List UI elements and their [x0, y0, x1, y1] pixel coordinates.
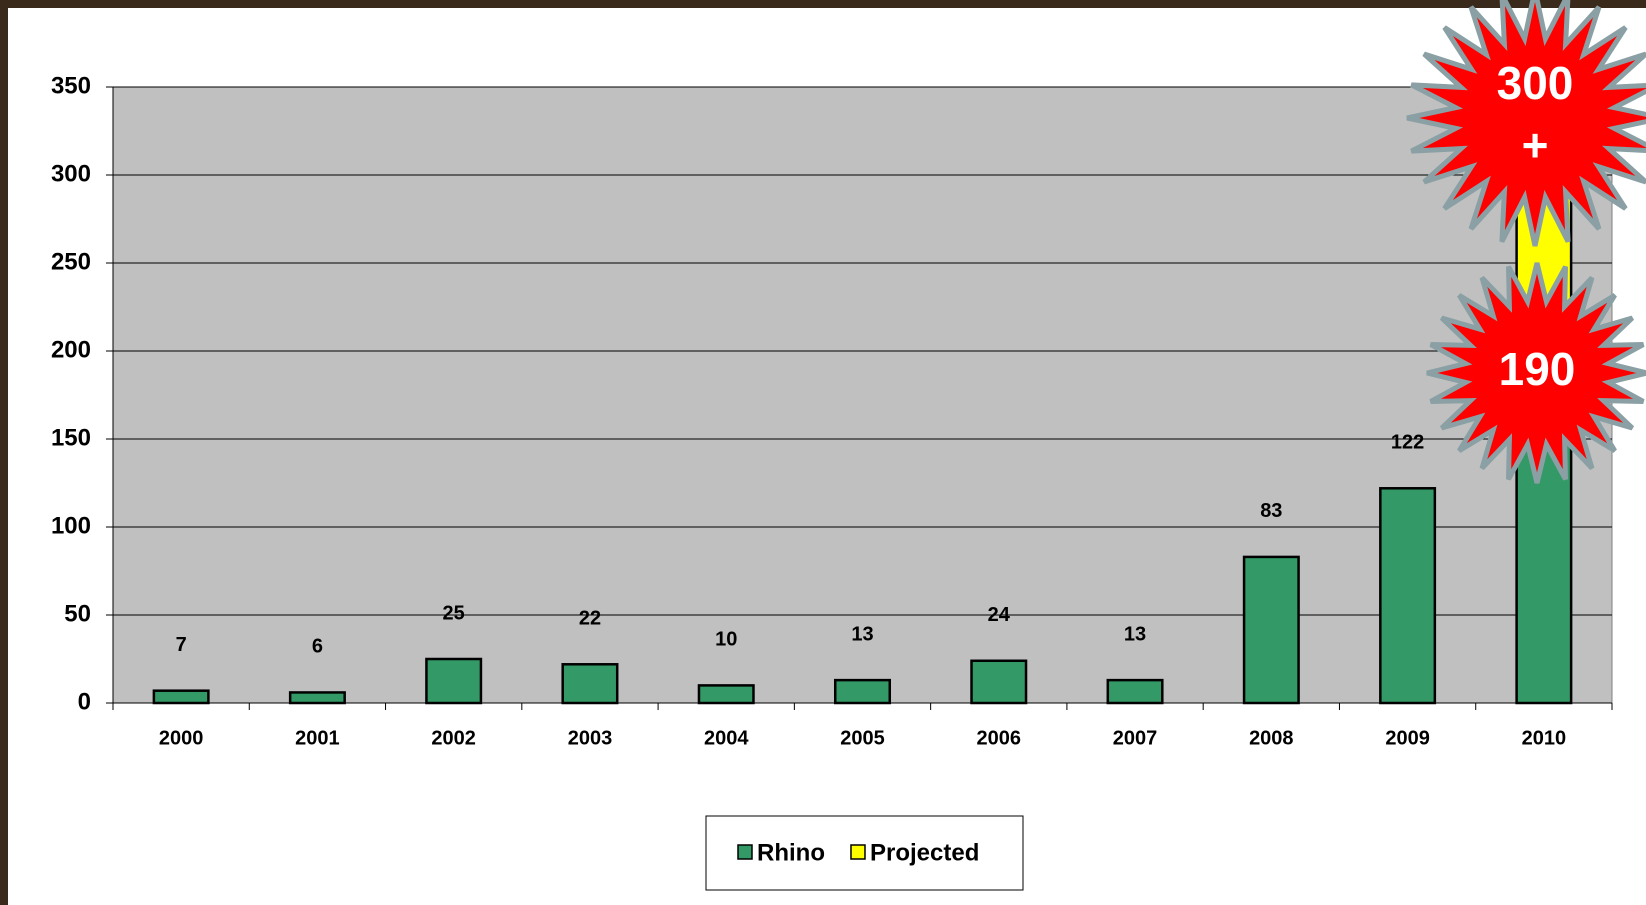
x-tick-label: 2006: [977, 727, 1022, 749]
x-tick-label: 2000: [159, 727, 204, 749]
x-tick-label: 2004: [704, 727, 749, 749]
y-tick-label: 50: [64, 600, 91, 627]
bar: [970, 659, 1028, 705]
y-tick-label: 100: [51, 512, 91, 539]
bar: [152, 689, 210, 705]
x-tick-label: 2001: [295, 727, 340, 749]
starburst: [1426, 262, 1646, 484]
x-tick-label: 2003: [568, 727, 613, 749]
data-label: 10: [715, 629, 737, 651]
starburst: [1406, 0, 1646, 247]
y-tick-label: 150: [51, 424, 91, 451]
bar: [1242, 555, 1300, 705]
bar: [425, 657, 483, 705]
x-tick-label: 2009: [1385, 727, 1430, 749]
y-tick-label: 350: [51, 72, 91, 99]
x-tick-label: 2010: [1522, 727, 1567, 749]
bar: [561, 663, 619, 705]
data-label: 22: [579, 608, 601, 630]
x-tick-label: 2007: [1113, 727, 1158, 749]
annotation: +: [1522, 119, 1549, 171]
data-label: 7: [176, 634, 187, 656]
data-label: 25: [443, 602, 465, 624]
bar: [833, 678, 892, 705]
legend-swatch: [850, 844, 866, 860]
y-tick-label: 250: [51, 248, 91, 275]
x-tick-label: 2005: [840, 727, 885, 749]
legend-label: Rhino: [757, 839, 825, 866]
bar: [288, 691, 346, 705]
y-tick-label: 300: [51, 160, 91, 187]
bar: [1106, 678, 1164, 705]
y-tick-label: 0: [78, 688, 91, 715]
data-label: 13: [851, 623, 873, 645]
plot-area: [112, 86, 1613, 704]
x-tick-label: 2008: [1249, 727, 1294, 749]
data-label: 24: [988, 604, 1011, 626]
data-label: 13: [1124, 623, 1146, 645]
legend-swatch: [737, 844, 753, 860]
data-label: 122: [1391, 432, 1424, 454]
data-label: 6: [312, 636, 323, 658]
annotation: 190: [1499, 343, 1576, 395]
y-tick-label: 200: [51, 336, 91, 363]
annotation: 300: [1497, 57, 1574, 109]
x-tick-label: 2002: [431, 727, 476, 749]
bar: [697, 684, 755, 705]
data-label: 83: [1260, 500, 1282, 522]
legend-label: Projected: [870, 839, 979, 866]
bar: [1379, 487, 1437, 705]
